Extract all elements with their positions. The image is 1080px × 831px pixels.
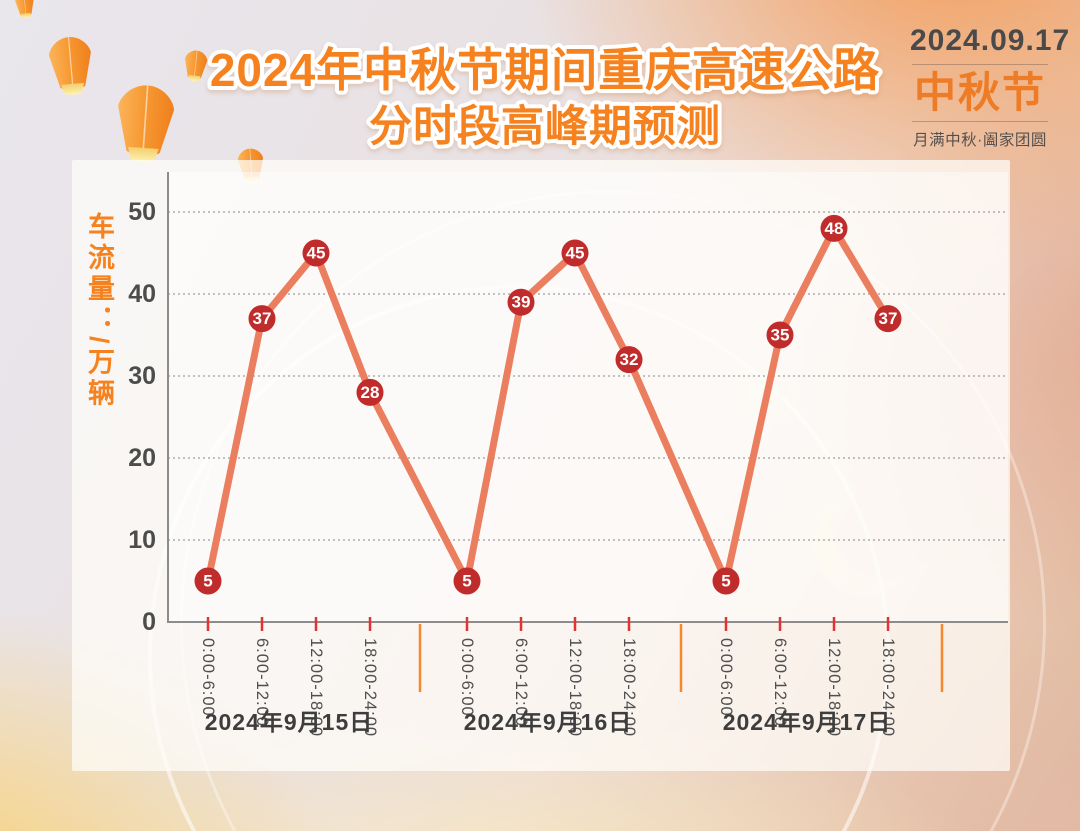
data-point-value: 5 bbox=[721, 572, 730, 591]
x-tick-label: 18:00-24:00 bbox=[361, 638, 379, 737]
data-point-value: 37 bbox=[879, 309, 898, 328]
data-point-value: 5 bbox=[203, 572, 212, 591]
x-tick-label: 12:00-18:00 bbox=[825, 638, 843, 737]
data-point bbox=[507, 288, 535, 316]
data-point bbox=[561, 239, 589, 267]
date-label: 2024年9月17日 bbox=[723, 709, 892, 735]
sky-lantern-icon bbox=[13, 0, 38, 20]
title-line-1: 2024年中秋节期间重庆高速公路 bbox=[210, 44, 880, 96]
data-point bbox=[248, 305, 276, 333]
y-tick-label: 40 bbox=[128, 280, 156, 308]
y-axis-title: 车流量：/万辆 bbox=[84, 212, 114, 410]
x-tick-label: 6:00-12:00 bbox=[512, 638, 530, 727]
plot-area bbox=[168, 172, 1008, 622]
data-point bbox=[302, 239, 330, 267]
x-tick-label: 6:00-12:00 bbox=[771, 638, 789, 727]
data-point bbox=[820, 214, 848, 242]
sky-lantern-icon bbox=[43, 34, 98, 98]
title-line-2: 分时段高峰期预测 bbox=[369, 103, 721, 151]
y-tick-label: 20 bbox=[128, 444, 156, 472]
data-point bbox=[356, 378, 384, 406]
data-point-value: 48 bbox=[825, 219, 844, 238]
data-point-value: 45 bbox=[307, 244, 326, 263]
date-label: 2024年9月15日 bbox=[205, 709, 374, 735]
data-point-value: 35 bbox=[771, 326, 790, 345]
date-label: 2024年9月16日 bbox=[464, 709, 633, 735]
data-point-value: 28 bbox=[361, 383, 380, 402]
data-point-value: 45 bbox=[566, 244, 585, 263]
y-tick-label: 10 bbox=[128, 526, 156, 554]
y-tick-label: 50 bbox=[128, 198, 156, 226]
festival-slogan: 月满中秋·阖家团圆 bbox=[913, 132, 1047, 150]
divider bbox=[912, 121, 1048, 123]
data-point bbox=[766, 321, 794, 349]
x-tick-label: 18:00-24:00 bbox=[620, 638, 638, 737]
data-point bbox=[453, 567, 481, 595]
data-point-value: 37 bbox=[253, 309, 272, 328]
x-tick-label: 6:00-12:00 bbox=[253, 638, 271, 727]
y-tick-label: 30 bbox=[128, 362, 156, 390]
x-tick-label: 0:00-6:00 bbox=[199, 638, 217, 717]
x-tick-label: 12:00-18:00 bbox=[566, 638, 584, 737]
data-line bbox=[204, 224, 892, 585]
festival-name: 中秋节 bbox=[913, 68, 1046, 117]
data-point bbox=[194, 567, 222, 595]
festival-block: 2024.09.17 中秋节 月满中秋·阖家团圆 bbox=[910, 24, 1071, 150]
line-chart: 0 10 20 30 40 50 0:00-6:00 6:00-12:00 12:00-18:0… bbox=[128, 172, 1008, 737]
divider bbox=[912, 64, 1048, 65]
x-tick-label: 12:00-18:00 bbox=[307, 638, 325, 737]
data-point-value: 32 bbox=[620, 350, 639, 369]
x-tick-label: 0:00-6:00 bbox=[717, 638, 735, 717]
festival-date: 2024.09.17 bbox=[910, 24, 1071, 57]
page-title: 2024年中秋节期间重庆高速公路 分时段高峰期预测 bbox=[206, 40, 883, 155]
data-point-value: 5 bbox=[462, 572, 471, 591]
data-point bbox=[712, 567, 740, 595]
x-tick-label: 0:00-6:00 bbox=[458, 638, 476, 717]
y-tick-label: 0 bbox=[142, 608, 156, 636]
data-point-value: 39 bbox=[512, 293, 531, 312]
data-point bbox=[615, 346, 643, 374]
chart-panel: 车流量：/万辆 0 10 20 30 40 50 0:00-6:00 6:00-12:00 12… bbox=[72, 160, 1010, 771]
